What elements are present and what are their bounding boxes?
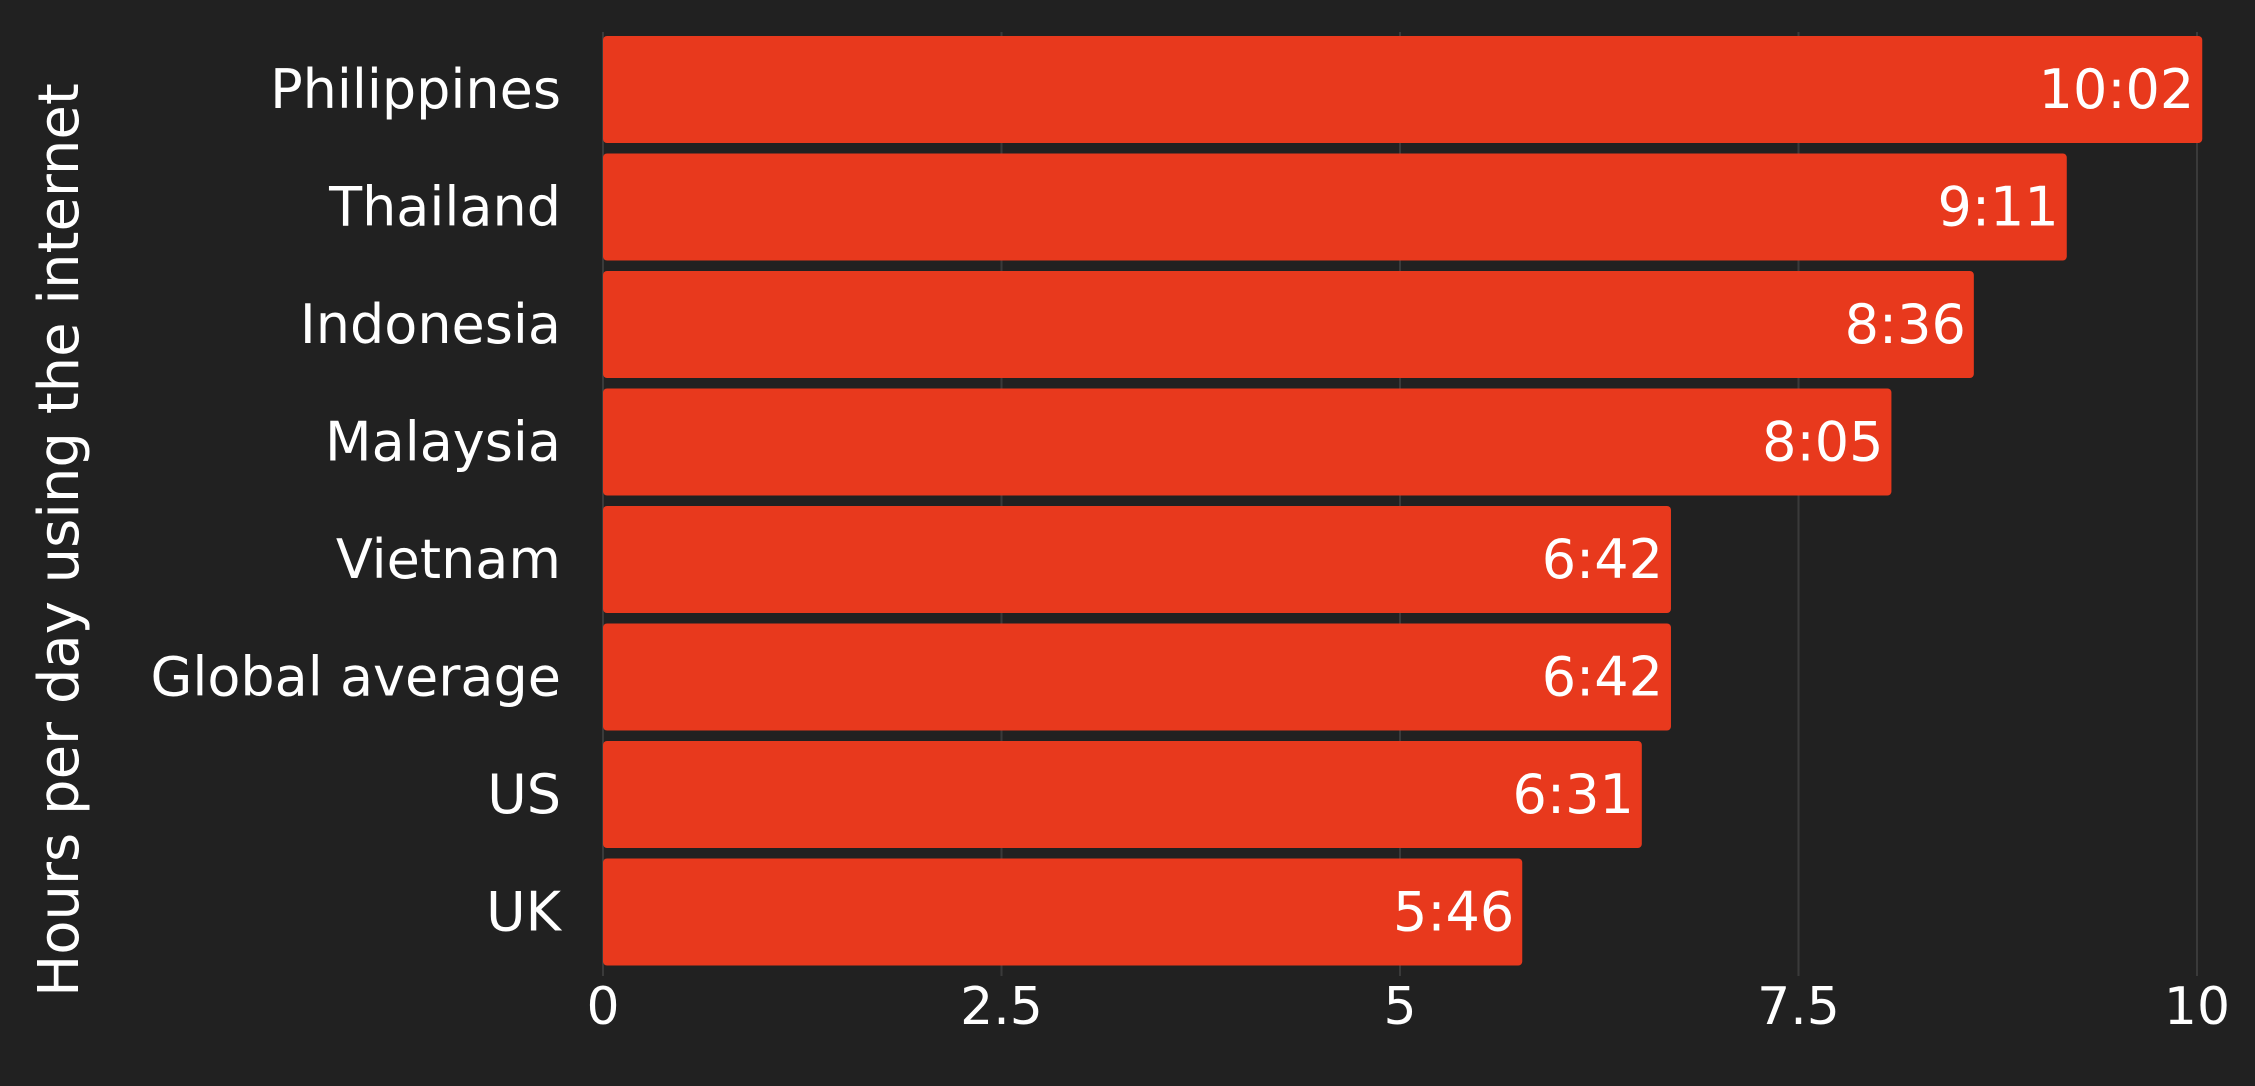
data-label: 8:05 [1762,411,1883,474]
x-tick-label: 10 [2164,977,2230,1037]
data-label: 6:42 [1542,528,1663,591]
category-label: Philippines [270,58,561,121]
bar [603,506,1671,613]
category-label: Indonesia [300,293,561,356]
labels-layer: Philippines 10:02 Thailand 9:11 Indonesia 8:3… [151,58,2195,944]
x-tick-label: 2.5 [960,977,1043,1037]
category-label: Thailand [328,176,561,239]
category-label: Malaysia [325,411,561,474]
bar [603,388,1892,496]
category-label: Global average [151,646,561,709]
x-axis-ticks: 0 2.5 5 7.5 10 [586,977,2230,1037]
x-tick-label: 5 [1383,977,1416,1037]
data-label: 6:31 [1513,763,1634,826]
bar [603,858,1523,966]
y-axis-label: Hours per day using the internet [27,83,92,997]
bar [603,36,2203,143]
data-label: 8:36 [1845,293,1966,356]
category-label: Vietnam [336,528,561,591]
category-label: UK [486,881,563,944]
bar [603,623,1671,731]
data-label: 10:02 [2039,58,2195,121]
bar [603,153,2067,261]
data-label: 9:11 [1938,176,2059,239]
x-tick-label: 7.5 [1757,977,1840,1037]
data-label: 5:46 [1393,881,1514,944]
bar [603,271,1974,378]
data-label: 6:42 [1542,646,1663,709]
bar [603,741,1642,848]
x-tick-label: 0 [586,977,619,1037]
category-label: US [487,763,561,826]
bars-layer [603,36,2203,966]
